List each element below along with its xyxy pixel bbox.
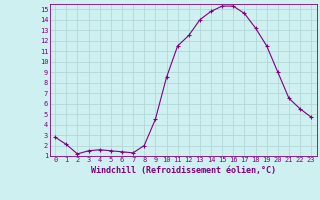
X-axis label: Windchill (Refroidissement éolien,°C): Windchill (Refroidissement éolien,°C): [91, 166, 276, 175]
